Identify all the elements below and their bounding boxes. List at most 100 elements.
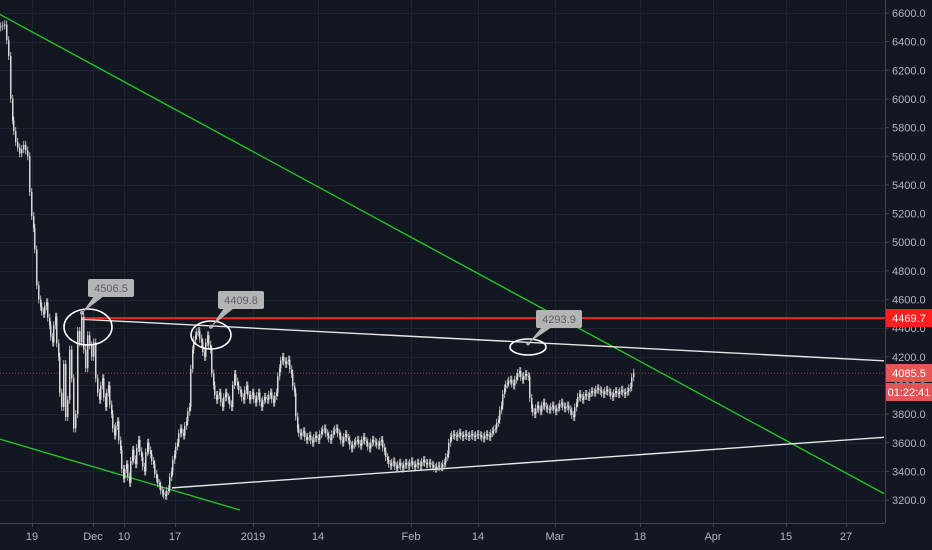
candle-body bbox=[424, 459, 426, 463]
candle-body bbox=[13, 120, 15, 132]
trendline-green-down-lower[interactable] bbox=[0, 438, 241, 511]
candle-body bbox=[225, 392, 227, 398]
candle-body bbox=[38, 285, 40, 300]
candle-body bbox=[451, 435, 453, 438]
price-tick-label: 3800.0 bbox=[892, 409, 926, 421]
candle-body bbox=[75, 414, 77, 429]
candle-body bbox=[186, 421, 188, 427]
candle-body bbox=[463, 435, 465, 438]
trendline-white-descending[interactable] bbox=[81, 318, 885, 362]
grid bbox=[0, 0, 885, 523]
candle-body bbox=[622, 389, 624, 393]
candle-body bbox=[216, 395, 218, 400]
candle-body bbox=[199, 331, 201, 339]
candle-body bbox=[514, 379, 516, 386]
candle-body bbox=[232, 384, 234, 407]
candle-body bbox=[427, 463, 429, 465]
candle-body bbox=[546, 406, 548, 409]
price-tick-label: 6200.0 bbox=[892, 65, 926, 77]
candle-body bbox=[135, 459, 137, 465]
candle-body bbox=[379, 441, 381, 446]
candle-body bbox=[142, 457, 144, 467]
candle-body bbox=[306, 437, 308, 440]
candle-body bbox=[220, 392, 222, 403]
candle-body bbox=[558, 406, 560, 409]
candle-body bbox=[303, 431, 305, 433]
candle-body bbox=[378, 444, 380, 446]
candle-body bbox=[81, 316, 83, 343]
candle-body bbox=[52, 336, 54, 343]
candle-body bbox=[190, 368, 192, 407]
candle-body bbox=[61, 392, 63, 407]
price-tick-label: 3200.0 bbox=[892, 495, 926, 507]
candle-body bbox=[330, 438, 332, 440]
candle-body bbox=[249, 395, 251, 400]
candle-body bbox=[301, 432, 303, 436]
callout-pointer bbox=[528, 327, 552, 344]
candle-body bbox=[73, 378, 75, 429]
candle-body bbox=[592, 391, 594, 393]
candle-body bbox=[360, 443, 362, 446]
trendline-white-ascending[interactable] bbox=[171, 436, 885, 489]
candle-body bbox=[277, 376, 279, 393]
candle-body bbox=[589, 393, 591, 397]
candle-body bbox=[501, 405, 503, 411]
candle-body bbox=[600, 390, 602, 392]
time-axis-background bbox=[0, 523, 932, 550]
candle-body bbox=[270, 392, 272, 395]
candle-body bbox=[304, 431, 306, 438]
candle-body bbox=[183, 433, 185, 436]
candle-body bbox=[525, 373, 527, 376]
candle-body bbox=[468, 436, 470, 438]
candle-body bbox=[342, 440, 344, 443]
candle-body bbox=[457, 434, 459, 438]
time-tick-label: Feb bbox=[402, 531, 421, 543]
candle-body bbox=[217, 395, 219, 400]
candle-body bbox=[612, 395, 614, 397]
candle-body bbox=[120, 440, 122, 450]
candle-body bbox=[291, 369, 293, 374]
candle-body bbox=[280, 360, 282, 369]
candle-body bbox=[279, 368, 281, 377]
candle-body bbox=[391, 462, 393, 466]
candle-body bbox=[228, 397, 230, 400]
time-tick-label: 14 bbox=[312, 531, 324, 543]
candle-body bbox=[53, 325, 55, 343]
candle-body bbox=[492, 431, 494, 434]
candle-body bbox=[264, 396, 266, 401]
candle-body bbox=[613, 393, 615, 397]
trendlines[interactable] bbox=[0, 13, 885, 511]
price-callout[interactable]: 4293.9 bbox=[509, 310, 582, 356]
candle-body bbox=[59, 356, 61, 393]
candle-body bbox=[337, 428, 339, 434]
candle-body bbox=[466, 434, 468, 437]
candle-body bbox=[250, 395, 252, 400]
candle-body bbox=[10, 55, 12, 99]
price-callouts[interactable]: 4506.5 4409.8 4293.9 bbox=[63, 279, 582, 356]
time-axis[interactable] bbox=[0, 523, 932, 550]
candle-body bbox=[409, 462, 411, 466]
candle-body bbox=[207, 335, 209, 343]
candle-body bbox=[577, 396, 579, 403]
candle-body bbox=[17, 141, 19, 148]
candle-body bbox=[312, 440, 314, 443]
price-axis[interactable] bbox=[885, 0, 932, 550]
candle-body bbox=[469, 435, 471, 438]
candle-body bbox=[346, 434, 348, 438]
time-tick-label: 15 bbox=[780, 531, 792, 543]
candle-body bbox=[616, 391, 618, 394]
candle-body bbox=[478, 434, 480, 436]
candle-body bbox=[83, 316, 85, 350]
candle-body bbox=[256, 395, 258, 403]
candle-body bbox=[189, 406, 191, 412]
trendline-green-down-upper[interactable] bbox=[0, 13, 885, 495]
price-callout[interactable]: 4506.5 bbox=[63, 279, 134, 346]
highlight-circle bbox=[190, 320, 232, 350]
candle-body bbox=[595, 389, 597, 393]
candle-body bbox=[628, 388, 630, 392]
price-callout[interactable]: 4409.8 bbox=[190, 291, 264, 350]
candle-body bbox=[357, 439, 359, 441]
candle-body bbox=[321, 431, 323, 435]
candle-body bbox=[292, 373, 294, 387]
